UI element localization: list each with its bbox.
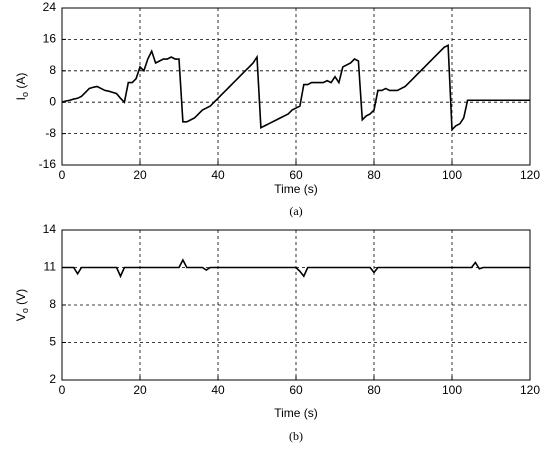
y-tick-label: 2: [49, 372, 56, 386]
y-tick-label: 5: [49, 335, 56, 349]
y-tick-label: 14: [43, 222, 57, 236]
x-axis-label: Time (s): [274, 182, 318, 196]
y-tick-label: -16: [39, 157, 57, 171]
caption: (b): [289, 429, 303, 443]
y-tick-label: 0: [49, 94, 56, 108]
data-line: [62, 258, 530, 279]
x-tick-label: 20: [133, 168, 147, 182]
x-tick-label: 100: [442, 383, 462, 397]
y-label-sub: o: [20, 308, 30, 313]
x-axis-label: Time (s): [274, 406, 318, 420]
x-tick-label: 0: [59, 383, 66, 397]
x-tick-label: 40: [211, 383, 225, 397]
x-tick-label: 100: [442, 168, 462, 182]
x-tick-label: 40: [211, 168, 225, 182]
x-tick-label: 120: [520, 383, 540, 397]
y-tick-label: 16: [43, 32, 57, 46]
x-tick-label: 60: [289, 168, 303, 182]
caption: (a): [289, 204, 302, 218]
y-label-main: I: [14, 97, 28, 100]
y-label-rest: (V): [14, 289, 28, 308]
y-label-main: V: [14, 313, 28, 321]
y-tick-label: 11: [44, 260, 57, 274]
y-label-rest: (A): [14, 73, 28, 92]
x-tick-label: 120: [520, 168, 540, 182]
plot-frame: [61, 229, 531, 381]
x-tick-label: 80: [367, 383, 381, 397]
y-axis-label: Vo (V): [14, 289, 30, 321]
y-axis-label: Io (A): [14, 73, 30, 101]
y-tick-label: 8: [49, 297, 56, 311]
plot-frame: [61, 7, 531, 166]
x-tick-label: 20: [133, 383, 147, 397]
data-line: [61, 44, 530, 132]
y-tick-label: 8: [49, 63, 56, 77]
y-tick-label: -8: [45, 126, 56, 140]
x-tick-label: 80: [367, 168, 381, 182]
subplot: 0 20 40 60 80 100 120 2 5 8 11 14 Time (s) (b) Vo (V): [14, 222, 540, 443]
subplot: 0 20 40 60 80 100 120 -16 -8 0 8 16 24 Time (s) (a) Io …: [14, 0, 540, 218]
x-tick-label: 0: [59, 168, 66, 182]
x-tick-label: 60: [289, 383, 303, 397]
y-label-sub: o: [20, 92, 30, 97]
y-tick-label: 24: [43, 0, 57, 14]
